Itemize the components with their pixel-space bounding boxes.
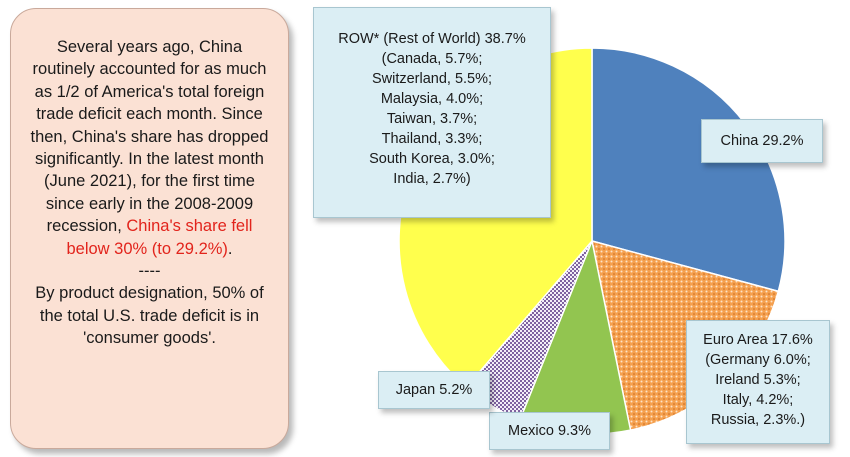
commentary-paragraph-2: By product designation, 50% of the total… — [35, 284, 264, 348]
euro-label-line: Russia, 2.3%.) — [710, 412, 806, 428]
commentary-text: Several years ago, China routinely accou… — [30, 38, 269, 236]
row-data-label: ROW* (Rest of World) 38.7% (Canada, 5.7%… — [313, 7, 551, 218]
euro-label-line: Ireland 5.3%; — [715, 372, 801, 388]
row-label-line: Switzerland, 5.5%; — [371, 71, 493, 87]
japan-label-line: Japan 5.2% — [395, 382, 473, 398]
row-label-line: Malaysia, 4.0%; — [380, 91, 484, 107]
mexico-label-line: Mexico 9.3% — [507, 423, 591, 439]
commentary-separator: ---- — [138, 262, 161, 281]
row-label-line: India, 2.7%) — [393, 171, 471, 187]
row-label-line: South Korea, 3.0%; — [369, 151, 495, 167]
row-label-line: Taiwan, 3.7%; — [386, 111, 478, 127]
commentary-highlight-end: . — [227, 239, 233, 258]
china-label-line: China 29.2% — [720, 133, 804, 149]
commentary-paragraph-1: Several years ago, China routinely accou… — [25, 36, 274, 260]
mexico-data-label: Mexico 9.3% — [489, 412, 610, 450]
euro-area-data-label: Euro Area 17.6% (Germany 6.0%; Ireland 5… — [686, 320, 830, 444]
row-label-line: ROW* (Rest of World) 38.7% — [338, 31, 526, 47]
china-data-label: China 29.2% — [701, 119, 823, 163]
euro-label-line: Italy, 4.2%; — [722, 392, 794, 408]
japan-data-label: Japan 5.2% — [378, 371, 490, 409]
euro-label-line: (Germany 6.0%; — [705, 352, 811, 368]
commentary-highlight: China's share fell below 30% (to 29.2%) — [66, 217, 253, 258]
euro-label-line: Euro Area 17.6% — [703, 332, 813, 348]
row-label-line: (Canada, 5.7%; — [381, 51, 483, 67]
row-label-line: Thailand, 3.3%; — [381, 131, 483, 147]
commentary-box: Several years ago, China routinely accou… — [10, 8, 289, 449]
